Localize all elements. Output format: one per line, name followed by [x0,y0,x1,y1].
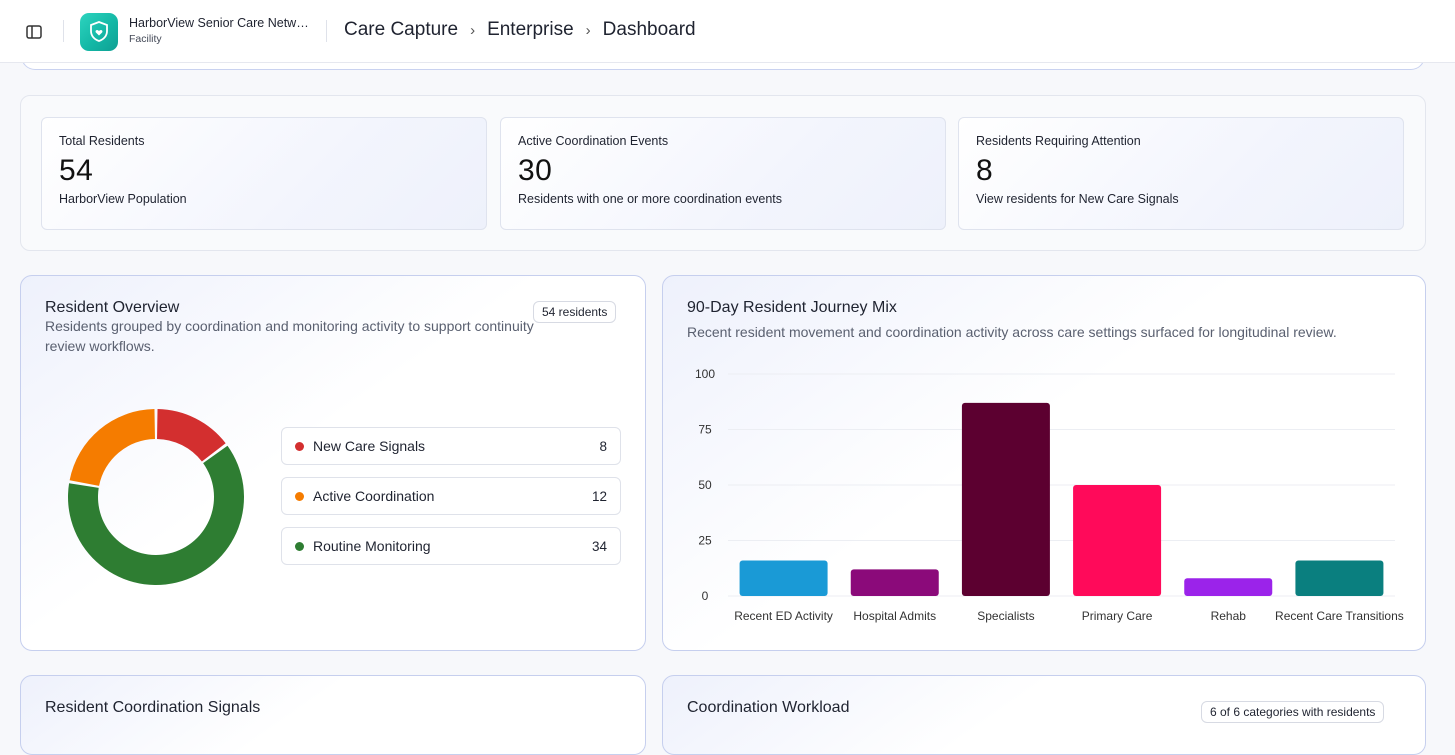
y-tick-label: 25 [698,534,712,548]
journey-bar-chart: 0 25 50 75 100 Recent ED Activity Hospital Adm… [695,367,1404,623]
panel-title: Coordination Workload [687,699,850,716]
breadcrumb-item-enterprise[interactable]: Enterprise [487,19,574,40]
divider [326,20,327,42]
stats-section: Total Residents 54 HarborView Population… [20,95,1426,251]
stat-label: Active Coordination Events [518,134,669,148]
sidebar-toggle-icon[interactable] [24,22,44,42]
journey-mix-panel: 90-Day Resident Journey Mix Recent resid… [662,275,1426,651]
stat-sub: Residents with one or more coordination … [518,192,783,206]
legend-count: 34 [591,538,607,554]
legend-row-new-care-signals[interactable]: New Care Signals 8 [281,427,621,465]
legend-count: 8 [599,438,607,454]
x-tick-label: Recent ED Activity [734,609,833,623]
panel-subtitle: Residents grouped by coordination and mo… [45,318,534,354]
bar-rehab[interactable] [1184,578,1273,596]
stat-card-requiring-attention[interactable]: Residents Requiring Attention 8 View res… [958,117,1404,230]
stat-sub: View residents for New Care Signals [976,192,1179,206]
stat-value: 30 [518,154,553,187]
donut-chart [67,409,244,585]
breadcrumb: Care Capture › Enterprise › Dashboard [344,19,696,41]
x-tick-label: Primary Care [1082,609,1153,623]
bar-primary-care[interactable] [1073,485,1162,596]
bar-hospital-admits[interactable] [850,569,939,596]
x-tick-label: Specialists [977,609,1034,623]
legend-label: New Care Signals [313,438,426,454]
breadcrumb-item-dashboard: Dashboard [602,19,696,40]
chevron-right-icon: › [470,21,476,39]
breadcrumb-item-care-capture[interactable]: Care Capture [344,19,459,40]
chevron-right-icon: › [585,21,591,39]
legend-label: Active Coordination [313,488,435,504]
stat-card-active-coordination[interactable]: Active Coordination Events 30 Residents … [500,117,946,230]
divider [63,20,64,42]
x-tick-label: Hospital Admits [853,609,936,623]
legend-dot [295,491,304,501]
org-name[interactable]: HarborView Senior Care Netwo… [129,16,314,30]
panel-subtitle: Recent resident movement and coordinatio… [687,324,1337,340]
legend-label: Routine Monitoring [313,538,431,554]
panel-title: 90-Day Resident Journey Mix [687,299,897,316]
org-type: Facility [129,33,162,45]
bar-specialists[interactable] [961,402,1050,596]
bar-recent-ed-activity[interactable] [739,560,828,596]
org-logo-icon [80,13,118,51]
panel-title: Resident Coordination Signals [45,699,261,716]
stat-value: 8 [976,154,994,187]
top-bar: HarborView Senior Care Netwo… Facility C… [0,0,1455,63]
stat-card-total-residents[interactable]: Total Residents 54 HarborView Population [41,117,487,230]
stat-label: Residents Requiring Attention [976,134,1141,148]
stat-value: 54 [59,154,94,187]
y-tick-label: 100 [695,367,715,381]
legend-row-routine-monitoring[interactable]: Routine Monitoring 34 [281,527,621,565]
legend-count: 12 [591,488,607,504]
donut-segment-active-coordination[interactable] [69,409,155,486]
legend-dot [295,441,304,451]
resident-count-badge: 54 residents [533,301,617,323]
bar-recent-care-transitions[interactable] [1295,560,1384,596]
y-tick-label: 50 [698,478,712,492]
x-tick-label: Rehab [1211,609,1247,623]
legend-dot [295,541,304,551]
y-tick-label: 75 [698,423,712,437]
donut-segment-routine-monitoring[interactable] [67,445,244,585]
stat-label: Total Residents [59,134,145,148]
x-tick-label: Recent Care Transitions [1275,609,1404,623]
donut-segment-new-care-signals[interactable] [157,409,226,462]
coordination-signals-panel: Resident Coordination Signals [20,675,646,755]
stat-sub: HarborView Population [59,192,187,206]
y-tick-label: 0 [702,589,709,603]
resident-overview-panel: Resident Overview Residents grouped by c… [20,275,646,651]
coordination-workload-panel: Coordination Workload 6 of 6 categories … [662,675,1426,755]
panel-title: Resident Overview [45,299,180,316]
legend-row-active-coordination[interactable]: Active Coordination 12 [281,477,621,515]
